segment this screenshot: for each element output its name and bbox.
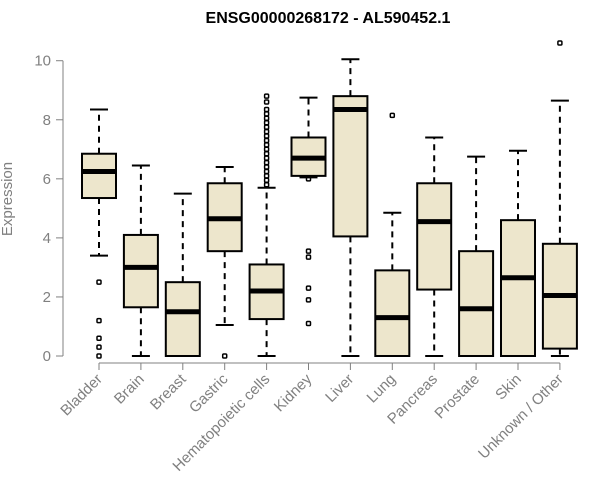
- box-group: [122, 164, 159, 357]
- outlier-point: [263, 106, 270, 113]
- box-group: [164, 192, 201, 358]
- box-group: [206, 166, 243, 359]
- x-tick-label: Skin: [492, 371, 525, 404]
- box-iqr: [374, 269, 411, 357]
- outlier-point: [263, 124, 270, 130]
- y-tick-label: 4: [43, 230, 51, 247]
- outlier-point: [557, 40, 563, 46]
- box-group: [332, 58, 369, 357]
- box-group: [290, 96, 327, 327]
- box-group: [541, 40, 578, 357]
- y-tick-label: 0: [43, 348, 51, 365]
- outlier-point: [263, 181, 270, 188]
- box-group: [500, 149, 536, 357]
- box-iqr: [416, 182, 453, 291]
- x-tick-label: Brain: [111, 371, 148, 408]
- outlier-point: [263, 168, 270, 175]
- outlier-point: [263, 128, 270, 135]
- outlier-point: [263, 150, 270, 157]
- outlier-point: [96, 317, 102, 324]
- outlier-point: [263, 99, 270, 105]
- x-tick-label: Breast: [147, 370, 190, 413]
- y-tick-label: 8: [43, 112, 51, 129]
- outlier-point: [305, 320, 312, 327]
- outlier-point: [305, 248, 312, 254]
- outlier-point: [221, 353, 228, 359]
- outlier-point: [305, 176, 312, 182]
- outlier-point: [389, 112, 396, 119]
- outlier-point: [96, 344, 102, 350]
- outlier-point: [263, 173, 270, 179]
- box-group: [81, 108, 117, 359]
- chart-title: ENSG00000268172 - AL590452.1: [206, 10, 451, 27]
- x-tick-label: Prostate: [431, 371, 483, 423]
- x-tick-label: Liver: [322, 371, 357, 406]
- y-tick-label: 10: [34, 53, 51, 70]
- box-group: [374, 112, 411, 357]
- outlier-point: [305, 285, 312, 291]
- x-tick-label: Bladder: [57, 371, 106, 420]
- outlier-point: [263, 146, 270, 153]
- outlier-point: [263, 159, 270, 166]
- x-tick-label: Kidney: [271, 370, 316, 415]
- x-tick-label: Lung: [364, 371, 400, 407]
- box-iqr: [458, 250, 495, 357]
- outlier-point: [96, 353, 102, 359]
- outlier-point: [96, 335, 102, 342]
- outlier-point: [263, 133, 270, 139]
- box-iqr: [122, 233, 159, 309]
- box-iqr: [81, 152, 117, 200]
- outlier-point: [263, 111, 270, 117]
- outlier-point: [263, 142, 270, 148]
- box-iqr: [164, 281, 201, 358]
- box-group: [248, 93, 285, 357]
- outlier-point: [263, 93, 270, 99]
- y-axis: 0 2 4 6 8 10: [34, 53, 64, 365]
- outlier-point: [305, 254, 312, 260]
- outlier-point: [263, 119, 270, 126]
- y-tick-label: 6: [43, 171, 51, 188]
- y-axis-label: Expression: [0, 162, 16, 236]
- y-tick-label: 2: [43, 289, 51, 306]
- outlier-point: [263, 164, 270, 170]
- outlier-point: [263, 137, 270, 144]
- outlier-point: [263, 155, 270, 161]
- outlier-point: [263, 177, 270, 184]
- outlier-point: [263, 115, 270, 122]
- box-iqr: [500, 219, 536, 357]
- box-group: [416, 136, 453, 357]
- outlier-point: [96, 279, 102, 285]
- box-iqr: [332, 95, 369, 238]
- box-group: [458, 155, 495, 357]
- outlier-point: [305, 297, 312, 303]
- boxes-group: [81, 40, 578, 359]
